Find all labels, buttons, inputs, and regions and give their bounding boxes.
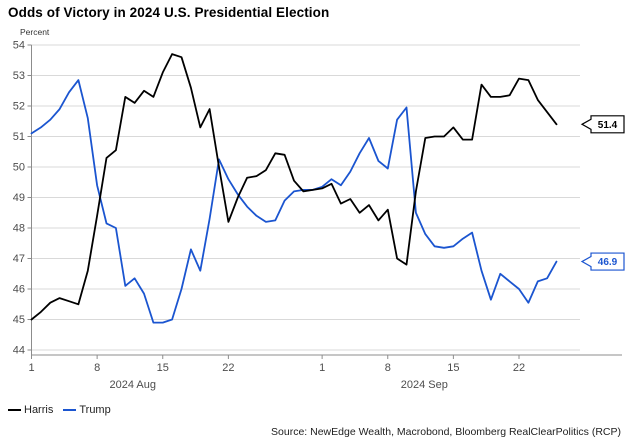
legend-label-trump: Trump [79, 404, 111, 416]
harris-line [30, 53, 558, 321]
y-tick-label: 46 [13, 284, 25, 296]
legend: Harris Trump [8, 404, 111, 416]
x-tick-label: 8 [385, 362, 391, 374]
y-tick-label: 52 [13, 101, 25, 113]
x-tick-label: 22 [513, 362, 525, 374]
x-tick-label: 1 [28, 362, 34, 374]
trump-line-swatch-icon [63, 409, 77, 411]
y-tick-label: 47 [13, 253, 25, 265]
legend-label-harris: Harris [24, 404, 54, 416]
trump-end-callout [580, 252, 625, 271]
x-month-label: 2024 Aug [110, 379, 157, 391]
trump-end-value-label: 46.9 [598, 257, 618, 268]
y-tick-label: 48 [13, 223, 25, 235]
harris-line-swatch-icon [8, 409, 21, 411]
legend-item-harris: Harris [8, 404, 53, 416]
y-tick-label: 51 [13, 131, 25, 143]
legend-item-trump: Trump [63, 404, 111, 416]
y-axis-title: Percent [20, 27, 50, 37]
harris-end-callout [580, 115, 625, 134]
y-tick-label: 50 [13, 162, 25, 174]
x-tick-label: 15 [447, 362, 459, 374]
y-tick-label: 53 [13, 70, 25, 82]
x-tick-label: 8 [94, 362, 100, 374]
x-tick-label: 1 [319, 362, 325, 374]
trump-line [30, 79, 558, 324]
chart-title: Odds of Victory in 2024 U.S. Presidentia… [8, 5, 330, 20]
harris-end-value-label: 51.4 [598, 120, 618, 131]
y-tick-label: 45 [13, 314, 25, 326]
source-attribution: Source: NewEdge Wealth, Macrobond, Bloom… [271, 426, 621, 438]
x-tick-label: 22 [222, 362, 234, 374]
y-tick-label: 54 [13, 40, 25, 52]
y-tick-label: 44 [13, 345, 25, 357]
x-month-label: 2024 Sep [401, 379, 448, 391]
x-tick-label: 15 [157, 362, 169, 374]
y-tick-label: 49 [13, 192, 25, 204]
